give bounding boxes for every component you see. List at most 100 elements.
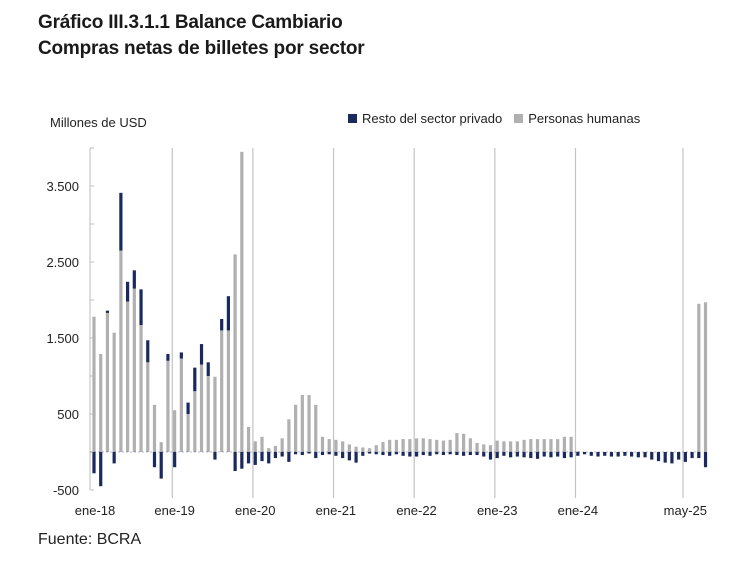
bar-resto-sector-privado [105,310,110,313]
bar-resto-sector-privado [199,344,204,365]
bar-resto-sector-privado [462,452,466,456]
y-axis: -500 500 1.500 2.500 3.500 [46,147,94,498]
bar-resto-sector-privado [139,289,143,326]
x-tick-label: ene-19 [154,503,194,518]
bar-personas-humanas [253,441,257,452]
bar-resto-sector-privado [220,319,224,331]
bar-resto-sector-privado [495,452,499,459]
bar-resto-sector-privado [226,296,230,331]
bar-personas-humanas [414,438,419,452]
bar-personas-humanas [267,448,271,452]
bar-resto-sector-privado [92,452,96,474]
bar-resto-sector-privado [623,452,627,456]
bar-personas-humanas [126,301,130,452]
bar-personas-humanas [401,439,405,452]
bar-resto-sector-privado [582,452,587,455]
legend-swatch-resto [348,114,357,123]
bar-personas-humanas [374,445,378,452]
bar-resto-sector-privado [515,452,519,457]
legend-swatch-personas [514,114,524,123]
bar-resto-sector-privado [703,452,708,468]
bar-personas-humanas [166,360,170,452]
bar-resto-sector-privado [697,452,701,459]
bar-resto-sector-privado [240,452,244,469]
x-tick-label: ene-18 [75,503,115,518]
x-tick-label: ene-20 [235,503,275,518]
bar-personas-humanas [327,439,331,452]
bar-resto-sector-privado [589,452,593,456]
bar-personas-humanas [132,288,136,452]
bar-resto-sector-privado [280,452,284,457]
y-tick-label: -500 [53,483,79,498]
bar-resto-sector-privado [166,353,170,361]
bar-resto-sector-privado [381,452,385,456]
bar-resto-sector-privado [549,452,553,458]
source-note: Fuente: BCRA [38,531,142,548]
bar-personas-humanas [703,302,708,452]
chart-title-line1: Gráfico III.3.1.1 Balance Cambiario [38,12,343,33]
bar-resto-sector-privado [448,452,452,455]
bar-personas-humanas [697,303,701,452]
bar-resto-sector-privado [233,452,237,471]
bar-resto-sector-privado [522,452,526,458]
bar-personas-humanas [159,442,163,452]
bar-personas-humanas [146,362,150,452]
bar-personas-humanas [112,332,116,452]
bar-resto-sector-privado [475,452,479,456]
bar-resto-sector-privado [294,452,298,455]
y-axis-unit-label: Millones de USD [50,115,147,130]
bar-resto-sector-privado [408,452,412,457]
bar-resto-sector-privado [488,452,493,460]
bar-resto-sector-privado [320,452,325,456]
bar-resto-sector-privado [482,452,486,457]
bar-resto-sector-privado [414,452,419,457]
bar-personas-humanas [562,436,566,452]
bar-resto-sector-privado [374,452,378,455]
bar-personas-humanas [515,441,519,452]
bar-personas-humanas [294,404,298,452]
bar-personas-humanas [388,439,392,452]
bar-resto-sector-privado [569,452,573,458]
bar-personas-humanas [347,444,351,452]
bar-resto-sector-privado [690,452,694,459]
bar-personas-humanas [522,439,526,452]
bar-resto-sector-privado [388,452,392,456]
bar-personas-humanas [535,439,540,452]
legend-label-personas: Personas humanas [528,111,641,126]
bar-personas-humanas [99,353,103,452]
bar-resto-sector-privado [132,270,136,289]
bar-resto-sector-privado [609,452,614,457]
vertical-year-lines [171,148,684,498]
bar-personas-humanas [334,439,338,452]
bar-personas-humanas [482,444,486,452]
bar-resto-sector-privado [260,452,264,462]
bar-resto-sector-privado [213,452,217,460]
bar-resto-sector-privado [327,452,331,455]
bar-resto-sector-privado [367,452,372,454]
bar-resto-sector-privado [643,452,647,458]
y-tick-label: 1.500 [46,331,79,346]
bar-resto-sector-privado [435,452,439,455]
bar-personas-humanas [213,376,217,452]
bar-resto-sector-privado [468,452,472,456]
bar-personas-humanas [361,447,365,452]
bar-personas-humanas [542,439,546,452]
bar-resto-sector-privado [159,452,163,479]
bar-personas-humanas [206,376,210,452]
bar-resto-sector-privado [441,452,446,456]
bar-resto-sector-privado [636,452,640,458]
bar-personas-humanas [105,312,110,452]
bar-resto-sector-privado [341,452,345,459]
bar-resto-sector-privado [670,452,674,464]
bar-personas-humanas [549,439,553,452]
bar-personas-humanas [468,438,472,452]
chart-title: Gráfico III.3.1.1 Balance Cambiario Comp… [38,10,365,62]
bar-resto-sector-privado [428,452,432,456]
bar-personas-humanas [273,445,278,452]
bar-resto-sector-privado [562,452,566,459]
bar-personas-humanas [152,404,157,452]
bar-resto-sector-privado [307,452,311,454]
bar-resto-sector-privado [112,452,116,464]
bars [92,151,708,487]
